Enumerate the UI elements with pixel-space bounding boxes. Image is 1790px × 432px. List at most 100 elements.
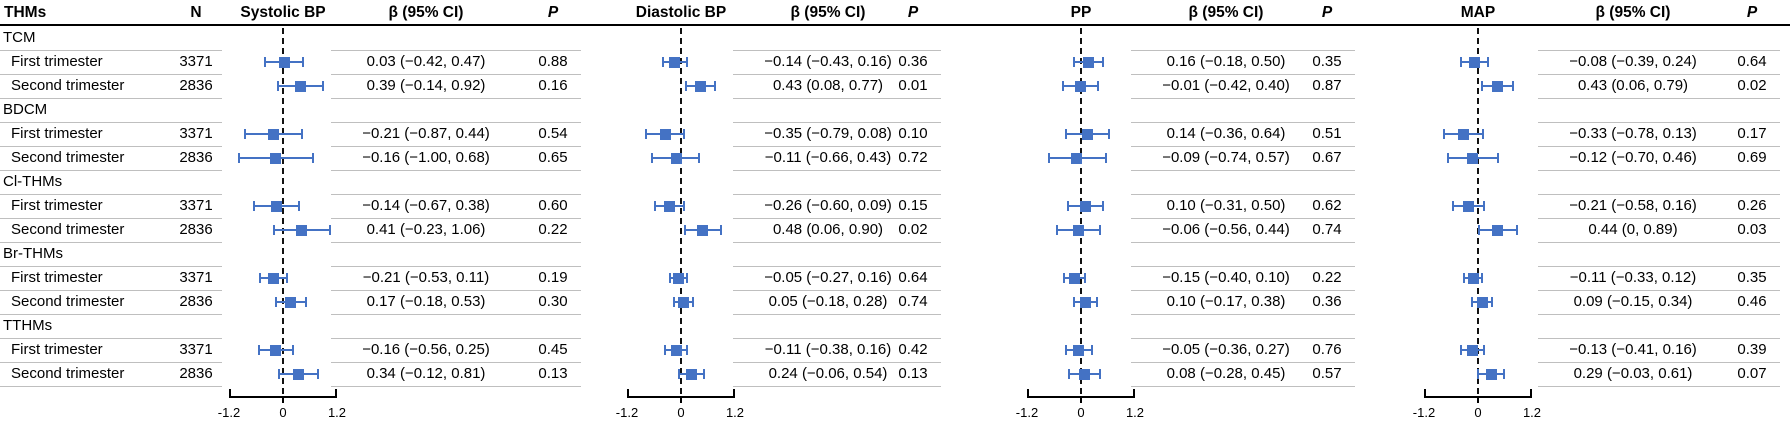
row-separator xyxy=(0,314,222,315)
axis-zero-tick xyxy=(282,396,284,403)
beta-ci-header: β (95% CI) xyxy=(1188,4,1264,21)
p-value: 0.76 xyxy=(1312,341,1342,358)
row-separator xyxy=(733,146,941,147)
error-bar-cap-left xyxy=(661,57,664,67)
row-separator xyxy=(733,266,941,267)
n-value: 2836 xyxy=(179,149,213,166)
error-bar-cap-left xyxy=(264,57,267,67)
p-value: 0.03 xyxy=(1737,221,1767,238)
row-label: First trimester xyxy=(11,269,103,286)
row-separator xyxy=(733,218,941,219)
group-label: TCM xyxy=(3,29,36,46)
axis-end-tick-left xyxy=(1424,389,1426,396)
p-value: 0.88 xyxy=(538,53,568,70)
p-header: P xyxy=(1321,4,1333,21)
forest-marker xyxy=(1081,128,1093,140)
beta-ci-value: −0.05 (−0.27, 0.16) xyxy=(764,269,892,286)
p-value: 0.02 xyxy=(898,221,928,238)
p-header: P xyxy=(547,4,559,21)
error-bar-cap-left xyxy=(1068,369,1071,379)
beta-ci-value: 0.03 (−0.42, 0.47) xyxy=(366,53,486,70)
axis-tick-label: -1.2 xyxy=(217,405,241,420)
n-value: 3371 xyxy=(179,53,213,70)
p-value: 0.74 xyxy=(898,293,928,310)
row-separator xyxy=(0,362,222,363)
measure-header: Diastolic BP xyxy=(635,4,727,21)
axis-end-tick-right xyxy=(335,389,337,396)
error-bar-cap-left xyxy=(663,345,666,355)
error-bar-cap-left xyxy=(1446,153,1449,163)
error-bar-cap-left xyxy=(1072,57,1075,67)
p-value: 0.60 xyxy=(538,197,568,214)
row-separator xyxy=(331,74,581,75)
beta-ci-value: 0.08 (−0.28, 0.45) xyxy=(1166,365,1286,382)
axis-tick-label: 1.2 xyxy=(1522,405,1542,420)
error-bar-cap-right xyxy=(1481,129,1484,139)
forest-marker xyxy=(1068,272,1080,284)
beta-ci-value: −0.13 (−0.41, 0.16) xyxy=(1569,341,1697,358)
axis-zero-tick xyxy=(1080,396,1082,403)
forest-marker xyxy=(1466,344,1478,356)
axis-tick-label: 0 xyxy=(1474,405,1482,420)
forest-marker xyxy=(278,56,290,68)
row-separator xyxy=(1538,338,1780,339)
error-bar-cap-left xyxy=(645,129,648,139)
p-value: 0.10 xyxy=(898,125,928,142)
row-separator xyxy=(1538,218,1780,219)
zero-line xyxy=(1477,28,1479,396)
error-bar-cap-right xyxy=(292,345,295,355)
p-value: 0.22 xyxy=(1312,269,1342,286)
axis-end-tick-right xyxy=(1133,389,1135,396)
row-separator xyxy=(1538,386,1780,387)
error-bar-cap-right xyxy=(713,81,716,91)
row-separator xyxy=(0,74,222,75)
error-bar-cap-left xyxy=(668,273,671,283)
beta-ci-value: 0.16 (−0.18, 0.50) xyxy=(1166,53,1286,70)
beta-ci-value: −0.26 (−0.60, 0.09) xyxy=(764,197,892,214)
axis-tick-label: 0 xyxy=(1077,405,1085,420)
row-separator xyxy=(1538,266,1780,267)
error-bar-cap-left xyxy=(259,273,262,283)
forest-marker xyxy=(694,80,706,92)
beta-ci-value: −0.21 (−0.53, 0.11) xyxy=(362,269,490,286)
p-value: 0.45 xyxy=(538,341,568,358)
row-separator xyxy=(331,50,581,51)
p-value: 0.64 xyxy=(1737,53,1767,70)
error-bar-cap-left xyxy=(238,153,240,163)
forest-marker xyxy=(697,224,709,236)
forest-marker xyxy=(268,128,280,140)
row-separator xyxy=(1538,170,1780,171)
axis-tick-label: -1.2 xyxy=(615,405,639,420)
measure-header: PP xyxy=(1070,4,1092,21)
p-value: 0.36 xyxy=(1312,293,1342,310)
forest-marker xyxy=(1075,80,1087,92)
error-bar-cap-left xyxy=(272,225,275,235)
n-value: 3371 xyxy=(179,269,213,286)
beta-ci-value: −0.35 (−0.79, 0.08) xyxy=(764,125,892,142)
p-value: 0.42 xyxy=(898,341,928,358)
beta-ci-value: −0.11 (−0.33, 0.12) xyxy=(1569,269,1697,286)
p-value: 0.13 xyxy=(538,365,568,382)
error-bar-cap-right xyxy=(1496,153,1499,163)
forest-marker xyxy=(670,152,682,164)
error-bar-cap-left xyxy=(1064,129,1067,139)
row-separator xyxy=(733,362,941,363)
error-bar-cap-right xyxy=(1483,201,1486,211)
error-bar-cap-right xyxy=(698,153,701,163)
error-bar-cap-right xyxy=(1099,369,1102,379)
p-value: 0.22 xyxy=(538,221,568,238)
forest-marker xyxy=(270,152,282,164)
error-bar-cap-right xyxy=(686,273,689,283)
row-separator xyxy=(331,290,581,291)
group-label: Br-THMs xyxy=(3,245,63,262)
p-value: 0.26 xyxy=(1737,197,1767,214)
row-separator xyxy=(1538,122,1780,123)
beta-ci-value: 0.41 (−0.23, 1.06) xyxy=(366,221,486,238)
p-value: 0.65 xyxy=(538,149,568,166)
axis-end-tick-left xyxy=(627,389,629,396)
error-bar-cap-right xyxy=(1491,297,1494,307)
forest-marker xyxy=(1491,80,1503,92)
error-bar-cap-right xyxy=(1101,201,1104,211)
beta-ci-value: 0.44 (0, 0.89) xyxy=(1588,221,1678,238)
beta-ci-value: 0.43 (0.06, 0.79) xyxy=(1577,77,1689,94)
